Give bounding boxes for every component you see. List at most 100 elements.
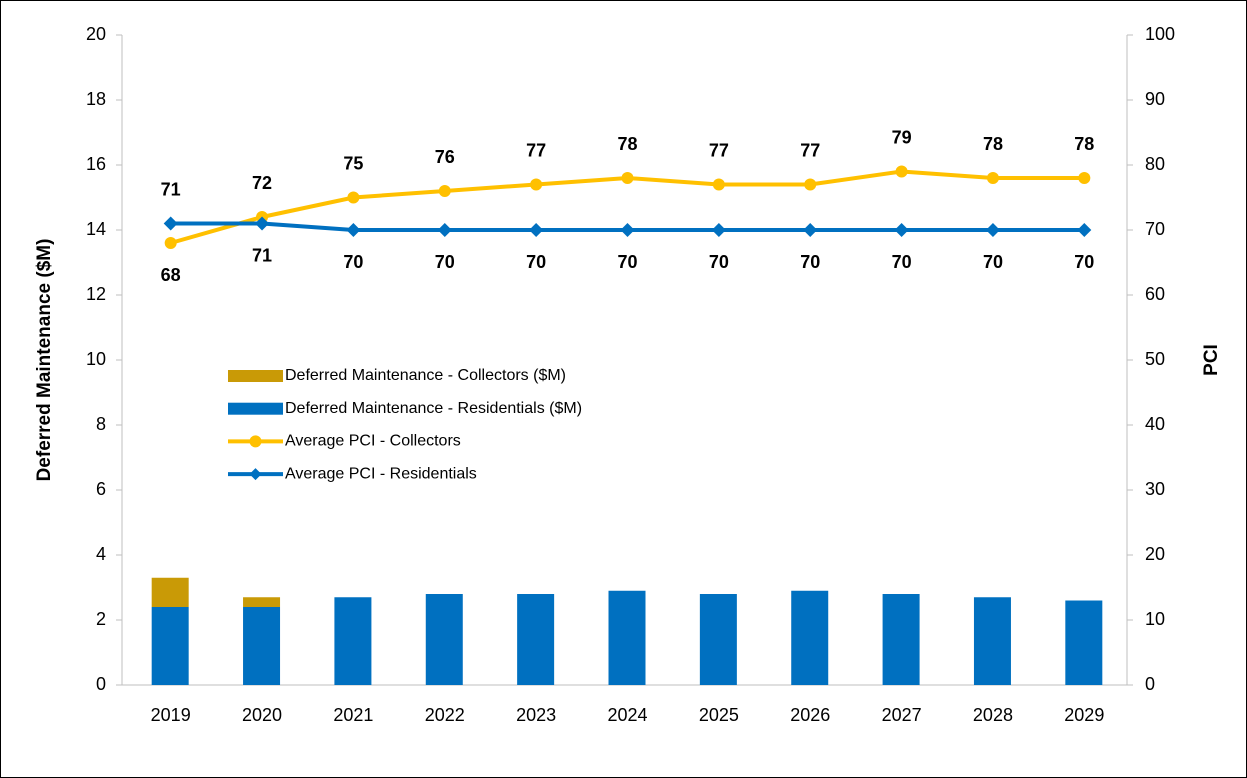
y-tick-label: 16	[86, 154, 106, 174]
bar	[151, 577, 189, 607]
y-tick-label: 20	[86, 24, 106, 44]
data-label: 77	[709, 140, 729, 160]
bar	[334, 597, 372, 685]
y-tick-label: 4	[96, 544, 106, 564]
marker	[1078, 172, 1091, 184]
bar	[791, 590, 829, 685]
bar	[243, 607, 281, 685]
y-tick-label: 12	[86, 284, 106, 304]
y2-tick-label: 60	[1145, 284, 1165, 304]
legend-swatch	[228, 402, 283, 415]
data-label: 77	[800, 140, 820, 160]
y-tick-label: 10	[86, 349, 106, 369]
y-tick-label: 14	[86, 219, 106, 239]
legend-label: Average PCI - Residentials	[285, 465, 477, 482]
y2-axis-title: PCI	[1201, 344, 1222, 376]
marker	[347, 191, 360, 204]
y-tick-label: 8	[96, 414, 106, 434]
bar	[608, 590, 646, 685]
marker	[712, 178, 725, 191]
bar	[243, 597, 281, 607]
x-tick-label: 2029	[1064, 705, 1104, 725]
marker	[894, 223, 909, 237]
data-label: 68	[161, 265, 181, 285]
marker	[163, 216, 178, 231]
y2-tick-label: 20	[1145, 544, 1165, 564]
data-label: 79	[892, 127, 912, 147]
data-label: 70	[435, 252, 455, 272]
data-label: 75	[343, 153, 363, 173]
y2-tick-label: 90	[1145, 89, 1165, 109]
data-label: 72	[252, 173, 272, 193]
marker	[530, 178, 543, 191]
data-label: 76	[435, 147, 455, 167]
marker	[985, 223, 1000, 237]
data-label: 70	[617, 252, 637, 272]
y-tick-label: 2	[96, 609, 106, 629]
x-tick-label: 2024	[607, 705, 647, 725]
data-label: 77	[526, 140, 546, 160]
x-tick-label: 2023	[516, 705, 556, 725]
marker	[895, 165, 908, 178]
legend-swatch	[228, 370, 283, 382]
marker	[621, 172, 634, 184]
data-label: 70	[709, 252, 729, 272]
y-tick-label: 18	[86, 89, 106, 109]
y2-tick-label: 0	[1145, 674, 1155, 694]
legend-label: Average PCI - Collectors	[285, 433, 461, 450]
data-label: 70	[343, 252, 363, 272]
marker	[164, 237, 177, 249]
x-tick-label: 2019	[151, 705, 191, 725]
bar	[151, 607, 189, 685]
marker	[804, 178, 817, 191]
y-tick-label: 6	[96, 479, 106, 499]
bar	[1065, 600, 1103, 685]
marker	[346, 223, 361, 237]
bar	[882, 594, 920, 685]
marker	[529, 223, 544, 237]
x-tick-label: 2026	[790, 705, 830, 725]
data-label: 70	[800, 252, 820, 272]
marker	[711, 223, 726, 237]
marker	[438, 185, 451, 197]
legend-label: Deferred Maintenance - Residentials ($M)	[285, 400, 582, 417]
x-tick-label: 2028	[973, 705, 1013, 725]
y2-tick-label: 100	[1145, 24, 1175, 44]
data-label: 70	[1074, 252, 1094, 272]
x-tick-label: 2022	[425, 705, 465, 725]
y-tick-label: 0	[96, 674, 106, 694]
y2-tick-label: 40	[1145, 414, 1165, 434]
y2-tick-label: 70	[1145, 219, 1165, 239]
marker	[803, 223, 818, 237]
bar	[425, 594, 463, 685]
y2-tick-label: 10	[1145, 609, 1165, 629]
x-tick-label: 2027	[882, 705, 922, 725]
x-tick-label: 2020	[242, 705, 282, 725]
y2-tick-label: 80	[1145, 154, 1165, 174]
marker	[255, 216, 270, 231]
y2-tick-label: 30	[1145, 479, 1165, 499]
data-label: 78	[983, 134, 1003, 154]
y2-tick-label: 50	[1145, 349, 1165, 369]
bar	[973, 597, 1011, 685]
data-label: 78	[1074, 134, 1094, 154]
legend-label: Deferred Maintenance - Collectors ($M)	[285, 367, 566, 384]
legend-marker	[249, 468, 262, 481]
data-label: 70	[983, 252, 1003, 272]
data-label: 71	[161, 179, 181, 199]
x-tick-label: 2021	[333, 705, 373, 725]
marker	[986, 172, 999, 184]
data-label: 70	[526, 252, 546, 272]
marker	[437, 223, 452, 237]
legend-marker	[249, 435, 262, 448]
marker	[1077, 223, 1092, 237]
data-label: 70	[892, 252, 912, 272]
data-label: 71	[252, 245, 272, 265]
bar	[517, 594, 555, 685]
marker	[620, 223, 635, 237]
x-tick-label: 2025	[699, 705, 739, 725]
y-axis-title: Deferred Maintenance ($M)	[34, 239, 55, 482]
data-label: 78	[617, 134, 637, 154]
bar	[699, 594, 737, 685]
